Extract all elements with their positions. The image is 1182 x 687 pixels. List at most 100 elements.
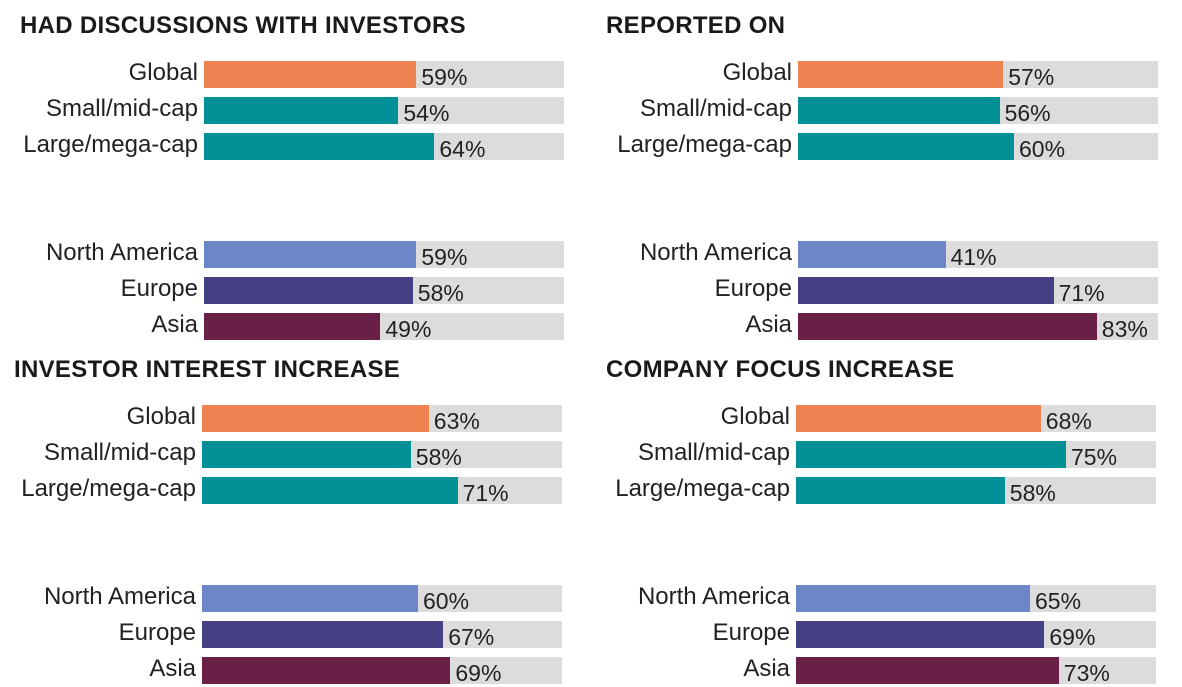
bar-row-discussions-north-america: North America 59% <box>46 239 564 270</box>
category-label: Global <box>128 59 198 86</box>
category-label: Europe <box>714 275 792 302</box>
category-label: North America <box>639 239 792 266</box>
bar-asia <box>796 657 1059 684</box>
category-label: Global <box>720 403 790 430</box>
category-label: Small/mid-cap <box>637 439 790 466</box>
bar-row-discussions-global: Global 59% <box>129 59 564 90</box>
value-label: 69% <box>1049 624 1096 650</box>
bar-row-discussions-small-mid-cap: Small/mid-cap 54% <box>46 95 564 126</box>
category-label: Europe <box>120 275 198 302</box>
bar-row-company-focus-global: Global 68% <box>721 403 1156 434</box>
category-label: Small/mid-cap <box>43 439 196 466</box>
bar-row-investor-interest-small-mid-cap: Small/mid-cap 58% <box>44 439 562 470</box>
bar-small-mid-cap <box>798 97 1000 124</box>
category-label: Small/mid-cap <box>45 95 198 122</box>
bar-small-mid-cap <box>796 441 1066 468</box>
panel-title-reported-on: REPORTED ON <box>606 12 786 39</box>
bar-global <box>204 61 417 88</box>
bar-row-reported-on-small-mid-cap: Small/mid-cap 56% <box>640 95 1158 126</box>
category-label: North America <box>45 239 198 266</box>
value-label: 64% <box>439 136 486 162</box>
bar-large-mega-cap <box>798 133 1014 160</box>
bar-row-reported-on-global: Global 57% <box>723 59 1158 90</box>
category-label: Large/mega-cap <box>615 475 790 502</box>
bar-large-mega-cap <box>796 477 1005 504</box>
category-label: Europe <box>118 619 196 646</box>
bar-small-mid-cap <box>204 97 399 124</box>
bar-row-company-focus-small-mid-cap: Small/mid-cap 75% <box>638 439 1156 470</box>
bar-row-investor-interest-global: Global 63% <box>127 403 562 434</box>
bar-global <box>202 405 429 432</box>
bar-global <box>796 405 1041 432</box>
panel-title-discussions: HAD DISCUSSIONS WITH INVESTORS <box>20 12 466 39</box>
value-label: 60% <box>1019 136 1066 162</box>
bar-row-discussions-europe: Europe 58% <box>121 275 564 306</box>
bar-europe <box>204 277 413 304</box>
value-label: 58% <box>415 444 462 470</box>
bar-row-company-focus-europe: Europe 69% <box>713 619 1156 650</box>
category-label: Large/mega-cap <box>617 131 792 158</box>
bar-global <box>798 61 1004 88</box>
category-label: Asia <box>149 655 196 682</box>
value-label: 41% <box>950 244 997 270</box>
bar-north-america <box>798 241 946 268</box>
value-label: 58% <box>1009 480 1056 506</box>
bar-asia <box>798 313 1097 340</box>
bar-large-mega-cap <box>204 133 435 160</box>
bar-europe <box>798 277 1054 304</box>
value-label: 57% <box>1008 64 1055 90</box>
category-label: Europe <box>712 619 790 646</box>
category-label: Global <box>722 59 792 86</box>
value-label: 59% <box>421 244 468 270</box>
value-label: 71% <box>1058 280 1105 306</box>
value-label: 75% <box>1071 444 1118 470</box>
bar-europe <box>202 621 444 648</box>
value-label: 71% <box>462 480 509 506</box>
value-label: 63% <box>433 408 480 434</box>
value-label: 73% <box>1063 660 1110 686</box>
category-label: Large/mega-cap <box>21 475 196 502</box>
bar-row-company-focus-north-america: North America 65% <box>638 583 1156 614</box>
bar-row-reported-on-europe: Europe 71% <box>715 275 1158 306</box>
category-label: Asia <box>743 655 790 682</box>
bar-north-america <box>204 241 417 268</box>
category-label: Large/mega-cap <box>23 131 198 158</box>
bar-row-reported-on-north-america: North America 41% <box>640 239 1158 270</box>
value-label: 69% <box>455 660 502 686</box>
bar-row-investor-interest-europe: Europe 67% <box>119 619 562 650</box>
category-label: Asia <box>745 311 792 338</box>
value-label: 83% <box>1101 316 1148 342</box>
bar-row-discussions-large-mega-cap: Large/mega-cap 64% <box>23 131 564 162</box>
category-label: Small/mid-cap <box>639 95 792 122</box>
value-label: 49% <box>385 316 432 342</box>
bar-europe <box>796 621 1045 648</box>
category-label: Global <box>126 403 196 430</box>
bar-row-investor-interest-asia: Asia 69% <box>149 655 562 686</box>
bar-north-america <box>796 585 1030 612</box>
bar-asia <box>202 657 451 684</box>
category-label: North America <box>637 583 790 610</box>
bar-row-reported-on-asia: Asia 83% <box>745 311 1158 342</box>
panel-title-investor-interest: INVESTOR INTEREST INCREASE <box>14 356 401 383</box>
value-label: 65% <box>1035 588 1082 614</box>
bar-small-mid-cap <box>202 441 411 468</box>
bar-row-company-focus-large-mega-cap: Large/mega-cap 58% <box>615 475 1156 506</box>
bar-row-reported-on-large-mega-cap: Large/mega-cap 60% <box>617 131 1158 162</box>
bar-large-mega-cap <box>202 477 458 504</box>
bar-row-investor-interest-large-mega-cap: Large/mega-cap 71% <box>21 475 562 506</box>
value-label: 58% <box>417 280 464 306</box>
bar-asia <box>204 313 381 340</box>
bar-row-discussions-asia: Asia 49% <box>151 311 564 342</box>
category-label: Asia <box>151 311 198 338</box>
category-label: North America <box>43 583 196 610</box>
bar-row-company-focus-asia: Asia 73% <box>743 655 1156 686</box>
bar-north-america <box>202 585 418 612</box>
value-label: 56% <box>1004 100 1051 126</box>
value-label: 54% <box>403 100 450 126</box>
value-label: 60% <box>423 588 470 614</box>
panel-title-company-focus: COMPANY FOCUS INCREASE <box>606 356 955 383</box>
value-label: 68% <box>1045 408 1092 434</box>
bar-row-investor-interest-north-america: North America 60% <box>44 583 562 614</box>
value-label: 67% <box>448 624 495 650</box>
value-label: 59% <box>421 64 468 90</box>
